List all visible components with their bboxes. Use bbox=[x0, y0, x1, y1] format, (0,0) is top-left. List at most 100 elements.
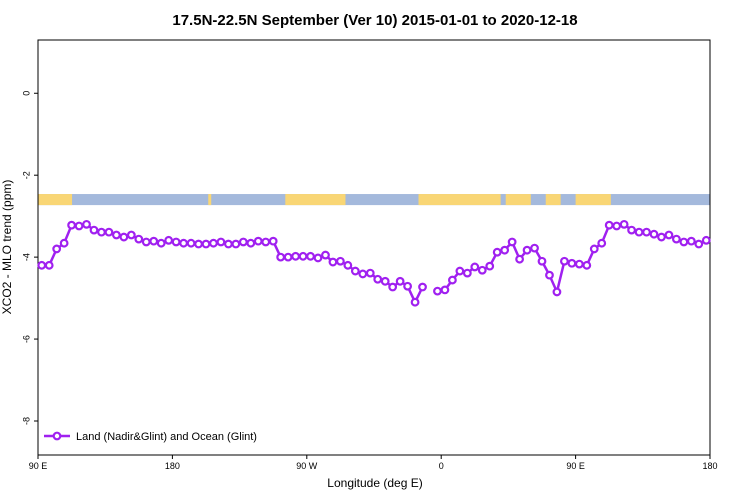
data-point bbox=[672, 234, 681, 244]
y-tick-label: -4 bbox=[21, 253, 31, 261]
data-point bbox=[403, 281, 413, 291]
ocean-strip bbox=[38, 194, 710, 206]
data-point bbox=[67, 220, 76, 230]
data-point bbox=[52, 244, 62, 254]
data-point bbox=[149, 236, 159, 246]
data-point bbox=[395, 276, 405, 286]
data-point bbox=[545, 270, 554, 280]
data-point bbox=[440, 285, 450, 295]
data-point bbox=[589, 244, 599, 254]
y-axis-label: XCO2 - MLO trend (ppm) bbox=[0, 180, 14, 315]
data-point bbox=[328, 257, 338, 267]
data-point bbox=[74, 221, 84, 231]
data-point bbox=[253, 236, 263, 246]
data-point bbox=[238, 237, 248, 247]
data-point bbox=[634, 227, 644, 237]
data-point bbox=[194, 239, 203, 249]
land-segment bbox=[208, 194, 212, 206]
data-point bbox=[59, 238, 69, 248]
data-point bbox=[336, 256, 345, 266]
data-point bbox=[276, 252, 286, 262]
data-point bbox=[209, 238, 218, 248]
data-point bbox=[179, 238, 189, 248]
data-point bbox=[261, 237, 271, 247]
data-point bbox=[223, 239, 233, 249]
x-tick-label: 180 bbox=[165, 461, 180, 471]
data-point bbox=[574, 259, 584, 269]
data-point bbox=[141, 237, 151, 247]
data-point bbox=[306, 251, 315, 261]
data-point bbox=[567, 258, 577, 268]
legend-marker bbox=[52, 431, 62, 441]
data-point bbox=[657, 232, 666, 242]
data-point bbox=[164, 235, 174, 245]
data-point bbox=[388, 282, 398, 292]
data-point bbox=[612, 221, 622, 231]
data-point bbox=[119, 232, 129, 242]
data-point bbox=[485, 261, 495, 271]
data-point bbox=[350, 266, 360, 276]
land-segment bbox=[418, 194, 501, 206]
data-point bbox=[134, 234, 144, 244]
data-point bbox=[268, 236, 278, 246]
data-point bbox=[111, 230, 121, 240]
data-point bbox=[694, 239, 704, 249]
data-point bbox=[171, 237, 181, 247]
x-tick-label: 180 bbox=[702, 461, 717, 471]
data-point bbox=[410, 297, 420, 307]
data-point bbox=[89, 225, 99, 235]
data-point bbox=[448, 275, 457, 285]
data-point bbox=[291, 251, 301, 261]
data-point bbox=[462, 268, 472, 278]
data-point bbox=[642, 227, 651, 237]
land-segment bbox=[575, 194, 611, 206]
legend-label: Land (Nadir&Glint) and Ocean (Glint) bbox=[76, 431, 257, 443]
data-point bbox=[104, 227, 114, 237]
data-point bbox=[470, 262, 480, 272]
data-point bbox=[246, 238, 256, 248]
data-point bbox=[365, 268, 375, 278]
data-point bbox=[156, 238, 166, 248]
x-tick-label: 90 E bbox=[29, 461, 48, 471]
data-point bbox=[418, 282, 427, 292]
data-point bbox=[522, 245, 532, 255]
data-point bbox=[358, 269, 368, 279]
land-segment bbox=[545, 194, 561, 206]
x-tick-label: 90 W bbox=[296, 461, 318, 471]
data-point bbox=[380, 276, 390, 286]
plot-frame bbox=[37, 39, 711, 456]
data-point bbox=[37, 260, 47, 270]
data-point bbox=[679, 237, 689, 247]
data-point bbox=[507, 237, 517, 247]
data-point bbox=[343, 260, 353, 270]
data-point bbox=[126, 230, 136, 240]
data-point bbox=[231, 239, 241, 249]
data-point bbox=[82, 219, 91, 229]
data-point bbox=[433, 286, 442, 296]
data-point bbox=[492, 247, 502, 257]
data-point bbox=[313, 253, 323, 263]
chart-title: 17.5N-22.5N September (Ver 10) 2015-01-0… bbox=[172, 12, 577, 29]
data-point bbox=[604, 220, 614, 230]
x-tick-label: 0 bbox=[439, 461, 444, 471]
y-tick-label: -6 bbox=[21, 335, 31, 343]
data-point bbox=[664, 230, 674, 240]
data-point bbox=[582, 260, 592, 270]
data-point bbox=[216, 237, 226, 247]
land-segment bbox=[505, 194, 531, 206]
data-point bbox=[477, 265, 487, 275]
data-point bbox=[560, 256, 569, 266]
x-axis-label: Longitude (deg E) bbox=[327, 476, 422, 490]
data-point bbox=[500, 245, 510, 255]
data-point bbox=[455, 266, 465, 276]
y-tick-label: -2 bbox=[21, 171, 31, 179]
data-point bbox=[627, 225, 636, 235]
data-point bbox=[186, 238, 196, 248]
data-point bbox=[537, 256, 547, 266]
data-point bbox=[97, 227, 106, 237]
data-point bbox=[283, 252, 293, 262]
data-point bbox=[552, 287, 562, 297]
data-point bbox=[530, 243, 539, 253]
data-point bbox=[701, 235, 711, 245]
